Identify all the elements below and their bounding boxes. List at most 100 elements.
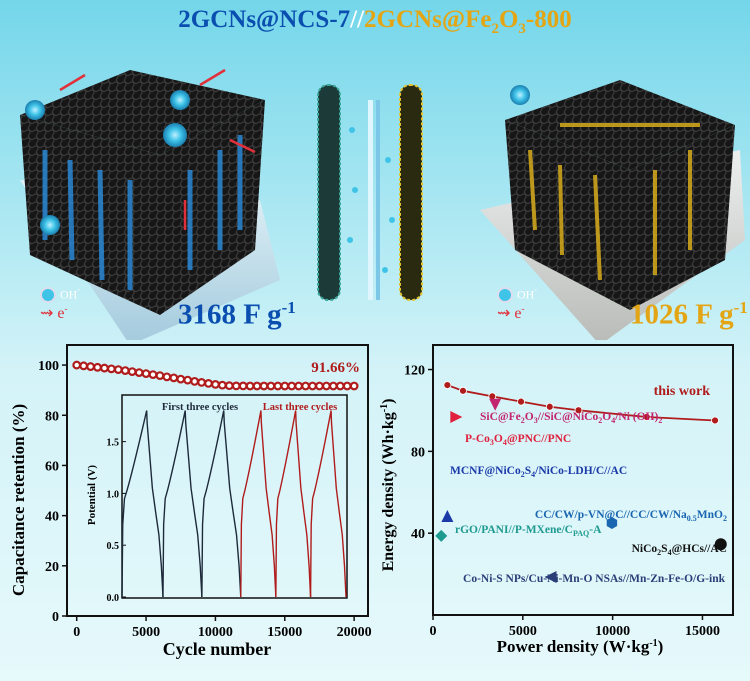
inset-frame <box>121 394 348 599</box>
y-tick-label: 100 <box>38 359 59 374</box>
retention-point <box>211 379 220 389</box>
inset-y-tick-label: 0.0 <box>107 593 120 604</box>
retention-point <box>217 380 227 390</box>
title-anode-sub: 3 <box>518 21 526 37</box>
series-label-text: O <box>494 433 503 445</box>
y-tick-label: 120 <box>404 364 425 379</box>
retention-point <box>224 381 234 391</box>
title-anode: 2GCNs@Fe2O3-800 <box>364 6 572 37</box>
electron-wave-icon: ⇝ <box>497 305 511 322</box>
retention-point <box>79 361 89 371</box>
retention-point <box>72 360 82 370</box>
retention-point <box>252 381 262 391</box>
series-label-sub: 0.5 <box>687 514 697 523</box>
retention-point <box>162 372 172 382</box>
series-label-text: S <box>525 465 531 477</box>
title-cathode: 2GCNs@NCS-7 <box>178 6 351 33</box>
legend-ion-label: OH <box>517 287 535 302</box>
series-label: MCNF@NiCo2S4/NiCo-LDH/C//AC <box>450 465 627 479</box>
title-anode-part: -800 <box>525 6 572 33</box>
retention-point <box>349 381 359 391</box>
retention-point <box>134 368 144 378</box>
x-tick-label: 10000 <box>198 625 233 640</box>
retention-point <box>204 378 213 388</box>
legend-ion-right: OH- <box>497 285 537 303</box>
gcd-curve-first <box>201 410 242 598</box>
series-label-sub: 4 <box>531 470 535 479</box>
ion-icon <box>497 286 513 303</box>
retention-point <box>113 365 123 374</box>
anode-capacitance: 1026 F g-1 <box>630 298 748 332</box>
series-label-text: @PNC//PNC <box>507 433 571 445</box>
gcd-curve-last <box>275 410 312 598</box>
electron-wave-icon: ⇝ <box>40 305 54 322</box>
series-label-text: this work <box>654 384 711 399</box>
gcd-curve-last <box>240 410 277 598</box>
retention-point <box>266 381 276 391</box>
legend-ion-label: OH <box>60 287 78 302</box>
x-tick-label: 15000 <box>267 625 302 640</box>
legend-electron-sup: - <box>64 303 68 314</box>
y-axis-label-sup: -1 <box>379 404 390 412</box>
x-axis-label-text: Power density (W·kg <box>497 637 650 656</box>
series-label-text: S <box>661 543 667 555</box>
retention-point <box>141 369 151 379</box>
retention-point <box>176 374 186 384</box>
x-axis-label-sup: -1 <box>649 638 657 649</box>
title-anode-sub: 2 <box>491 21 499 37</box>
this-work-point <box>642 413 651 421</box>
series-label-text: MnO <box>697 509 723 521</box>
retention-point <box>106 364 116 374</box>
series-label-sub: PAQ <box>573 529 589 538</box>
retention-point <box>321 381 331 391</box>
series-label-sub: 3 <box>534 416 538 425</box>
series-label-sub: 3 <box>490 438 494 447</box>
y-tick-label: 20 <box>45 560 59 575</box>
retention-point <box>315 381 324 391</box>
retention-point <box>342 381 352 391</box>
legend-electron-label: e <box>57 305 65 322</box>
retention-point <box>280 381 290 391</box>
title-anode-part: O <box>498 6 519 33</box>
series-label-sub: 2 <box>521 416 525 425</box>
cathode-cube <box>20 70 265 315</box>
ragone-chart: Energy density (Wh·kg-1) Power density (… <box>379 344 734 656</box>
x-axis-label: Power density (W·kg-1) <box>497 637 664 656</box>
series-label-text: O <box>602 411 611 423</box>
series-label-text: /Ni (OH) <box>614 411 658 423</box>
inset-y-tick-label: 0.5 <box>107 541 120 552</box>
y-tick-label: 40 <box>45 510 59 525</box>
series-label-sub: 2 <box>521 470 525 479</box>
legend-ion: OH- <box>40 285 80 303</box>
cathode-capacitance-value: 3168 F g <box>178 298 282 331</box>
retention-point <box>148 370 158 380</box>
cathode-capacitance-sup: -1 <box>281 298 296 317</box>
y-tick-label: 0 <box>52 610 59 625</box>
series-label: P-Co3O4@PNC//PNC <box>465 433 571 447</box>
retention-point <box>273 381 283 391</box>
x-tick-label: 0 <box>430 624 437 639</box>
series-label-sub: 2 <box>723 514 727 523</box>
comparison-point <box>450 411 463 423</box>
retention-point <box>287 381 297 391</box>
y-axis-label: Energy density (Wh·kg-1) <box>379 399 397 572</box>
series-label-text: CC/CW/p-VN@C//CC/CW/Na <box>535 509 687 521</box>
legend-electron-label: e <box>514 305 522 322</box>
ion-icon <box>40 286 56 303</box>
gcd-curve-first <box>162 410 203 598</box>
x-tick-label: 15000 <box>685 624 720 639</box>
anode-capacitance-sup: -1 <box>733 298 748 317</box>
y-tick-label: 60 <box>45 459 59 474</box>
plot-frame <box>66 344 369 617</box>
series-label-sub: 4 <box>611 416 615 425</box>
electrodes <box>317 84 423 301</box>
retention-point <box>127 367 137 376</box>
this-work-point <box>459 386 467 395</box>
retention-point <box>155 371 165 381</box>
retention-point <box>169 373 179 383</box>
inset-label-last: Last three cycles <box>263 402 337 413</box>
anode-capacitance-value: 1026 F g <box>630 298 734 331</box>
x-tick-label: 10000 <box>595 624 630 639</box>
title-anode-part: 2GCNs@Fe <box>364 6 492 33</box>
comparison-point <box>441 510 454 522</box>
